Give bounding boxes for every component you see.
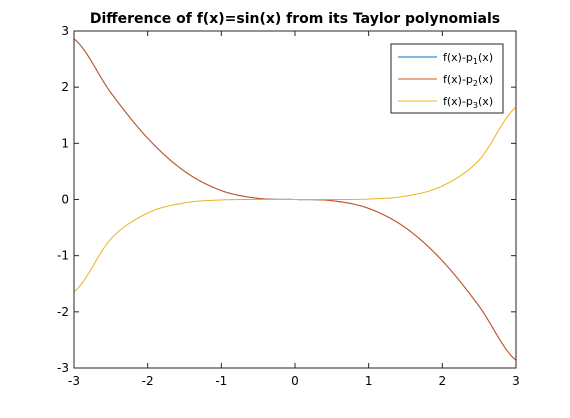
plot-layer (73, 38, 517, 361)
y-tick-label: -2 (57, 305, 69, 319)
y-tick-label: -3 (57, 361, 69, 375)
x-tick-label: -2 (142, 374, 154, 388)
legend-label-3: f(x)-p3(x) (443, 95, 493, 110)
chart-title: Difference of f(x)=sin(x) from its Taylo… (90, 11, 500, 27)
x-tick-label: 1 (365, 374, 373, 388)
y-tick-label: -1 (57, 249, 69, 263)
x-tick-label: -3 (68, 374, 80, 388)
x-tick-label: 2 (439, 374, 447, 388)
x-tick-label: -1 (215, 374, 227, 388)
y-tick-label: 0 (61, 193, 69, 207)
legend: f(x)-p1(x) f(x)-p2(x) f(x)-p3(x) (390, 43, 504, 114)
x-tick-label: 3 (512, 374, 520, 388)
legend-label-1: f(x)-p1(x) (443, 51, 493, 66)
x-tick-label: 0 (291, 374, 299, 388)
axes-layer: -3 -2 -1 0 1 2 3 -3 -2 -1 0 1 2 3 (57, 24, 520, 388)
y-tick-label: 1 (61, 136, 69, 150)
y-tick-label: 2 (61, 80, 69, 94)
y-tick-label: 3 (61, 24, 69, 38)
legend-label-2: f(x)-p2(x) (443, 73, 493, 88)
series-line-3 (73, 106, 517, 293)
